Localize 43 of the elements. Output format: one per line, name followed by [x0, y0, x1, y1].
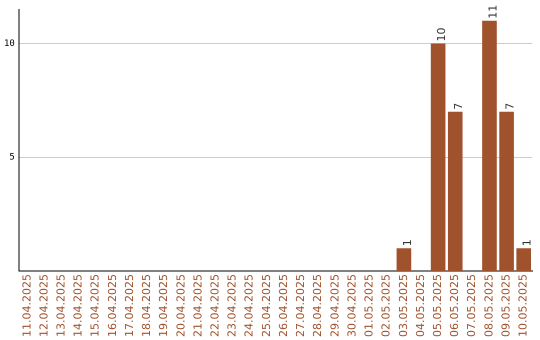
x-tick-label: 10.05.2025	[516, 274, 530, 338]
y-tick-label: 5	[9, 152, 15, 163]
data-label: 7	[452, 102, 466, 110]
x-tick-label: 24.04.2025	[242, 274, 256, 338]
bar	[448, 112, 463, 272]
x-tick-label: 16.04.2025	[106, 274, 119, 338]
x-tick-label: 23.04.2025	[226, 274, 239, 338]
x-tick-label: 19.04.2025	[157, 274, 170, 338]
x-tick-label: 15.04.2025	[88, 274, 102, 338]
x-tick-label: 09.05.2025	[499, 274, 512, 338]
bar	[482, 20, 497, 272]
data-label: 1	[400, 239, 414, 246]
x-tick-label: 02.05.2025	[380, 274, 393, 338]
data-label: 11	[486, 4, 500, 19]
x-tick-label: 21.04.2025	[191, 274, 204, 338]
bar	[516, 248, 532, 272]
x-tick-label: 13.04.2025	[54, 274, 68, 338]
data-label: 10	[434, 28, 448, 42]
x-tick-label: 07.05.2025	[465, 274, 478, 338]
x-tick-label: 26.04.2025	[276, 274, 290, 338]
x-tick-label: 22.04.2025	[208, 274, 222, 338]
x-tick-label: 12.04.2025	[37, 274, 50, 338]
x-tick-label: 04.05.2025	[414, 274, 427, 338]
x-tick-label: 06.05.2025	[448, 274, 462, 338]
x-tick-label: 20.04.2025	[174, 274, 188, 338]
x-tick-label: 08.05.2025	[482, 274, 496, 338]
x-tick-label: 05.05.2025	[430, 274, 444, 338]
data-label: 7	[503, 102, 516, 110]
x-tick-label: 14.04.2025	[72, 274, 85, 338]
x-tick-label: 18.04.2025	[140, 274, 154, 338]
x-tick-label: 11.04.2025	[20, 274, 34, 338]
bar	[396, 248, 412, 272]
x-tick-label: 28.04.2025	[311, 274, 324, 338]
data-label: 1	[520, 239, 534, 246]
x-tick-label: 27.04.2025	[294, 274, 308, 338]
x-tick-label: 25.04.2025	[260, 274, 273, 338]
bar	[499, 112, 514, 272]
x-tick-label: 03.05.2025	[396, 274, 410, 338]
x-tick-label: 17.04.2025	[122, 274, 136, 338]
x-tick-label: 30.04.2025	[345, 274, 358, 338]
bar	[430, 44, 446, 272]
x-tick-label: 01.05.2025	[362, 274, 376, 338]
x-tick-label: 29.04.2025	[328, 274, 342, 338]
